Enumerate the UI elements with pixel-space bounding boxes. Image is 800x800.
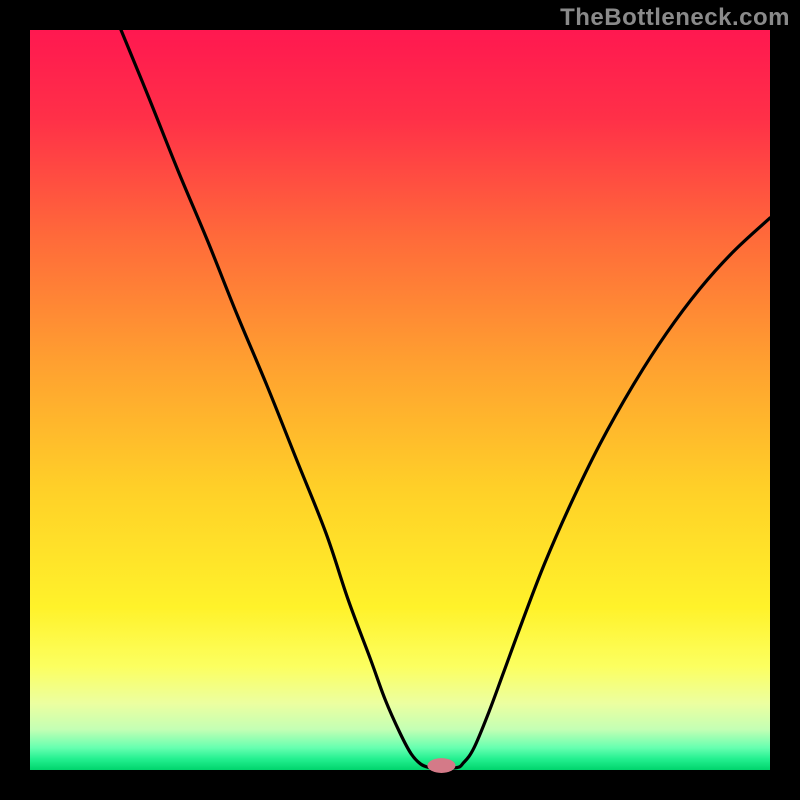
bottleneck-chart bbox=[0, 0, 800, 800]
chart-plot-area bbox=[30, 30, 770, 770]
optimum-marker bbox=[427, 758, 455, 773]
chart-container: TheBottleneck.com bbox=[0, 0, 800, 800]
watermark-text: TheBottleneck.com bbox=[560, 4, 790, 32]
